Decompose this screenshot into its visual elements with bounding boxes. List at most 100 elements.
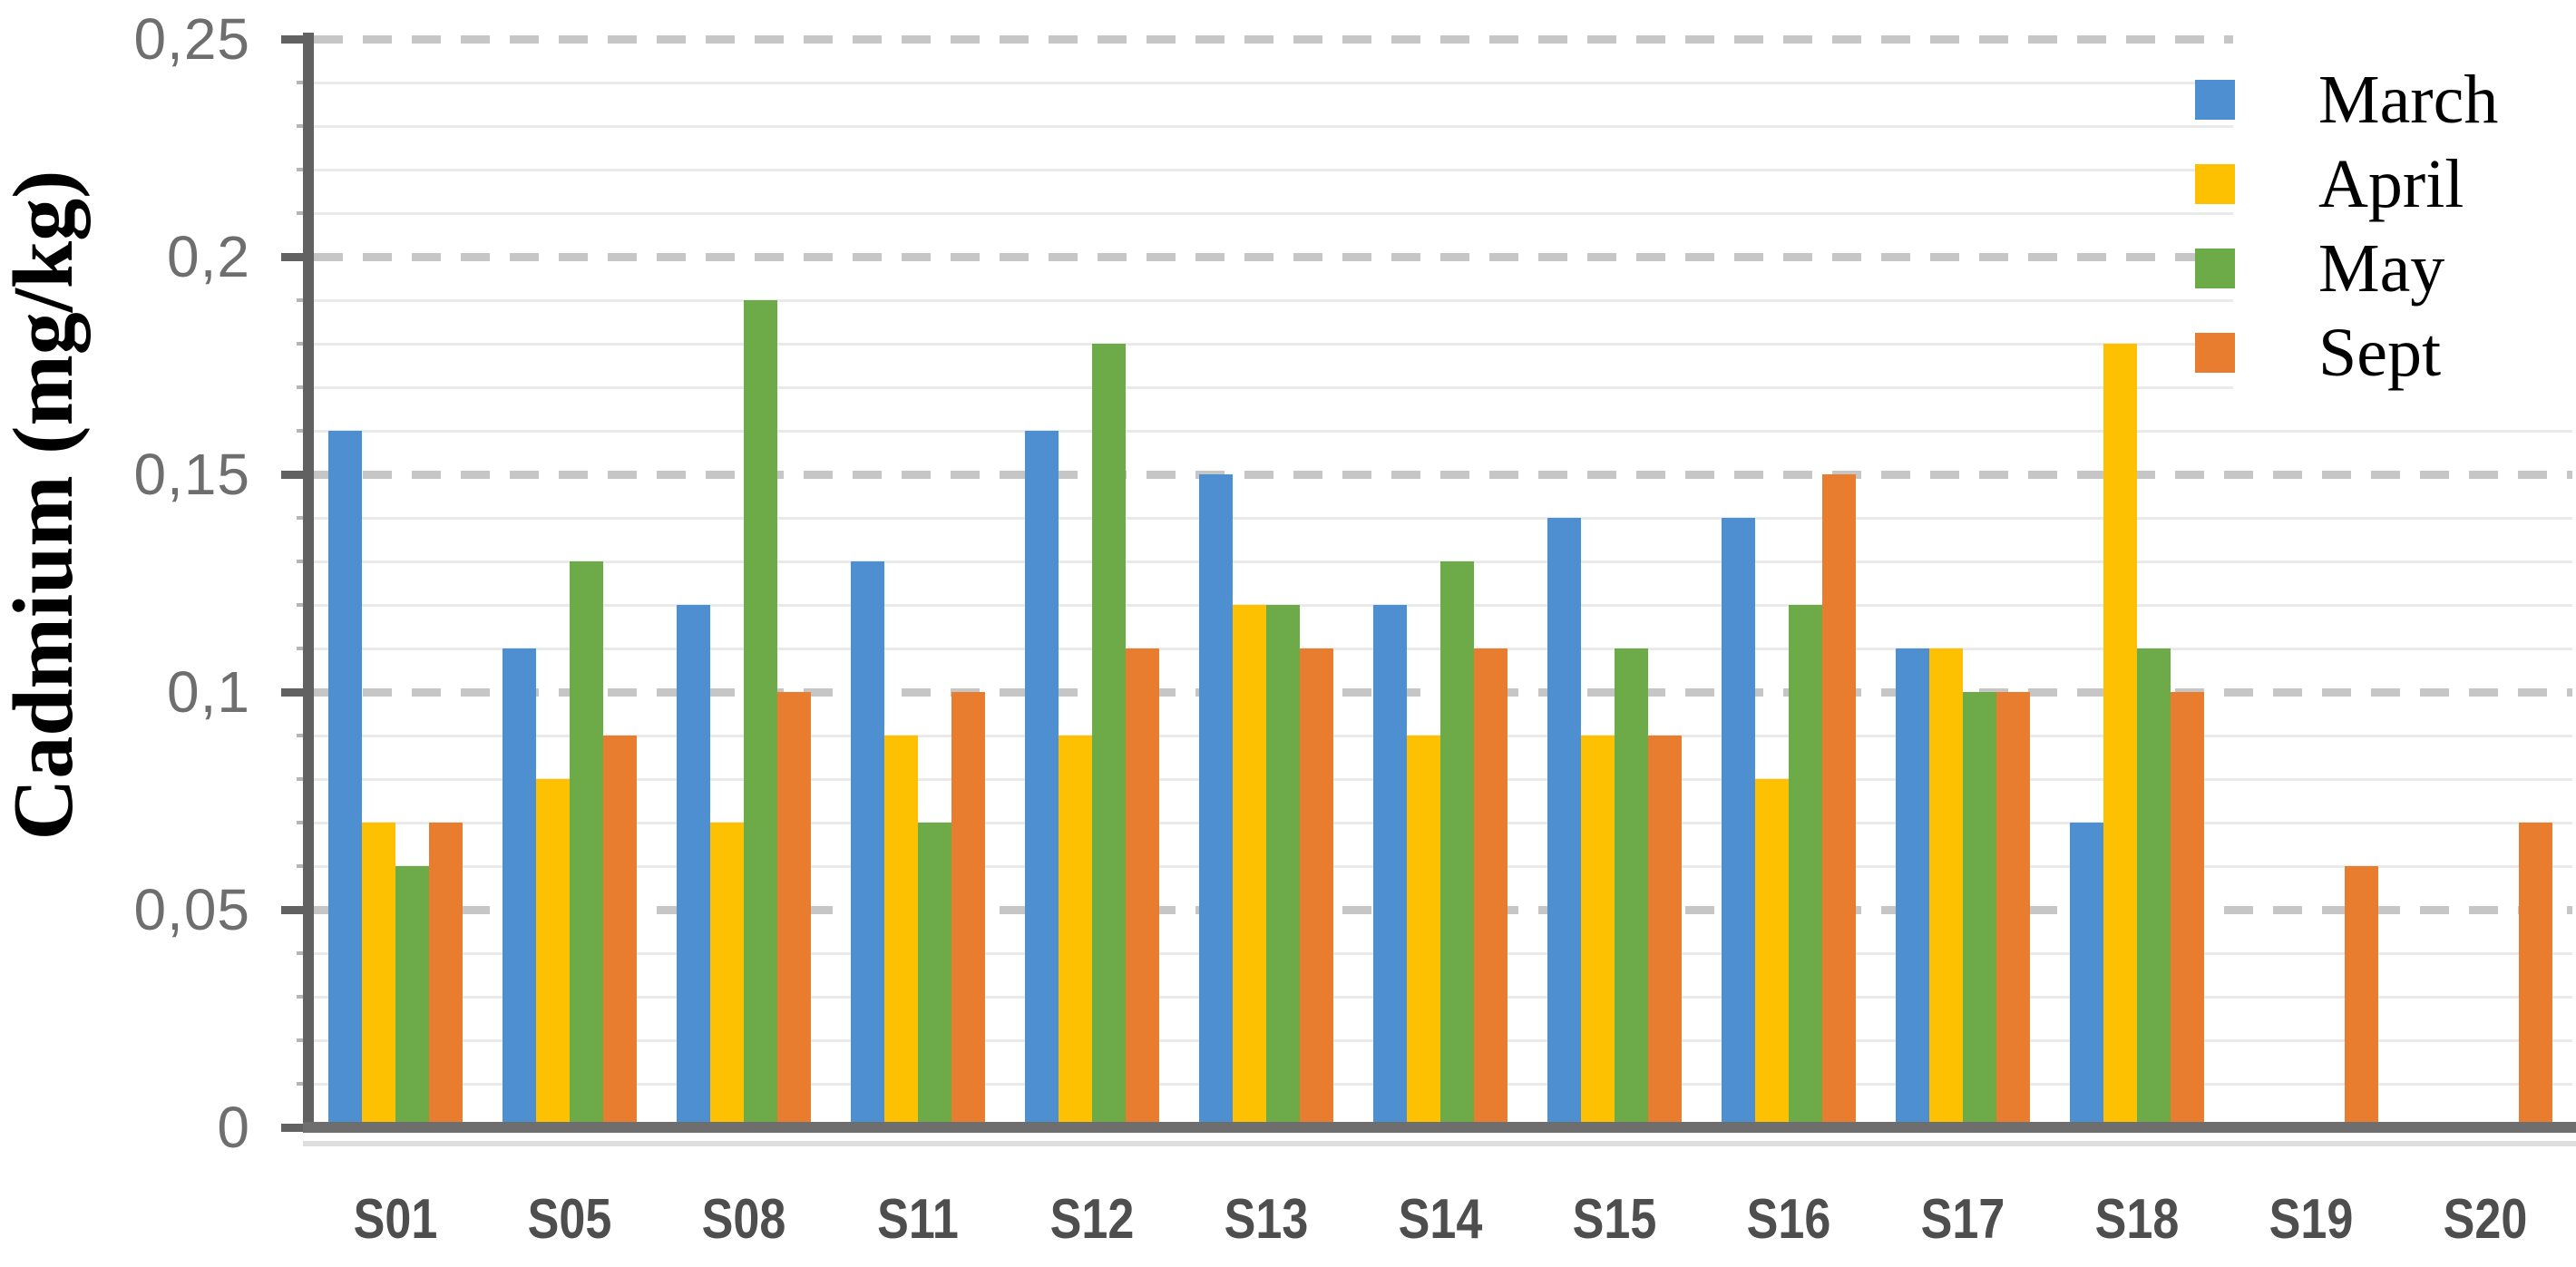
bar-sept-s12 (1126, 648, 1159, 1127)
bar-may-s05 (570, 561, 603, 1127)
bar-march-s13 (1199, 474, 1233, 1127)
bar-march-s16 (1722, 518, 1755, 1127)
bar-sept-s05 (603, 736, 637, 1127)
x-axis-shadow-line (303, 1141, 2576, 1146)
legend-item-sept: Sept (2190, 311, 2571, 395)
bar-march-s14 (1373, 605, 1407, 1127)
bar-april-s13 (1233, 605, 1266, 1127)
y-axis-major-tick (281, 1124, 314, 1132)
bar-april-s17 (1929, 648, 1963, 1127)
bar-march-s05 (503, 648, 536, 1127)
gridline-minor (314, 343, 2572, 346)
bar-april-s14 (1407, 736, 1440, 1127)
bar-sept-s18 (2171, 692, 2204, 1127)
y-axis-major-tick (281, 688, 314, 697)
gridline-minor (314, 125, 2572, 128)
bar-march-s01 (328, 431, 362, 1127)
x-axis-line (303, 1122, 2576, 1133)
bar-may-s12 (1092, 344, 1126, 1127)
bar-may-s08 (744, 300, 777, 1127)
legend-swatch-may (2195, 249, 2235, 288)
y-axis-major-tick (281, 906, 314, 914)
legend-swatch-april (2195, 164, 2235, 204)
bar-may-s13 (1266, 605, 1300, 1127)
legend-swatch-march (2195, 80, 2235, 120)
gridline-minor (314, 386, 2572, 389)
bar-sept-s15 (1648, 736, 1682, 1127)
gridline-major (314, 35, 2572, 44)
y-axis-tick-label: 0,1 (167, 659, 250, 725)
gridline-minor (314, 299, 2572, 302)
bar-march-s08 (677, 605, 710, 1127)
y-axis-line (303, 33, 314, 1133)
gridline-minor (314, 517, 2572, 520)
x-axis-category-label: S17 (1920, 1188, 2005, 1251)
bar-april-s05 (536, 779, 570, 1127)
gridline-major (314, 253, 2572, 261)
x-axis-category-label: S15 (1572, 1188, 1657, 1251)
bar-april-s12 (1059, 736, 1092, 1127)
x-axis-category-label: S14 (1398, 1188, 1483, 1251)
bar-march-s15 (1547, 518, 1581, 1127)
y-axis-major-tick (281, 35, 314, 44)
gridline-minor (314, 169, 2572, 171)
bar-march-s17 (1896, 648, 1929, 1127)
bar-sept-s08 (777, 692, 811, 1127)
gridline-minor (314, 82, 2572, 84)
x-axis-category-label: S05 (527, 1188, 612, 1251)
legend-label-may: May (2318, 230, 2445, 307)
y-axis-major-tick (281, 471, 314, 479)
x-axis-category-label: S18 (2094, 1188, 2180, 1251)
legend-label-march: March (2318, 62, 2499, 138)
x-axis-category-label: S19 (2269, 1188, 2354, 1251)
bar-march-s18 (2070, 823, 2103, 1127)
bar-sept-s17 (1996, 692, 2030, 1127)
bar-sept-s16 (1822, 474, 1856, 1127)
bar-may-s18 (2137, 648, 2171, 1127)
bar-may-s11 (918, 823, 951, 1127)
legend-item-april: April (2190, 142, 2571, 226)
gridline-minor (314, 430, 2572, 433)
gridline-major (314, 471, 2572, 479)
bar-sept-s14 (1474, 648, 1508, 1127)
bar-march-s12 (1025, 431, 1059, 1127)
legend-label-sept: Sept (2318, 315, 2442, 391)
bar-sept-s20 (2519, 823, 2552, 1127)
y-axis-title: Cadmium (mg/kg) (0, 170, 91, 841)
y-axis-tick-label: 0,15 (133, 442, 250, 507)
x-axis-category-label: S11 (877, 1188, 959, 1251)
y-axis-tick-label: 0,05 (133, 877, 250, 942)
bar-may-s16 (1789, 605, 1822, 1127)
bar-may-s14 (1440, 561, 1474, 1127)
bar-may-s01 (395, 866, 429, 1127)
legend-item-may: May (2190, 227, 2571, 310)
bar-april-s08 (710, 823, 744, 1127)
bar-sept-s13 (1300, 648, 1333, 1127)
bar-april-s18 (2103, 344, 2137, 1127)
legend-background (2233, 34, 2576, 424)
bar-sept-s01 (429, 823, 463, 1127)
bar-may-s17 (1963, 692, 1996, 1127)
bar-may-s15 (1615, 648, 1648, 1127)
x-axis-category-label: S01 (353, 1188, 438, 1251)
bar-april-s15 (1581, 736, 1615, 1127)
x-axis-category-label: S16 (1746, 1188, 1831, 1251)
legend-swatch-sept (2195, 333, 2235, 373)
y-axis-tick-label: 0 (217, 1095, 250, 1160)
legend-label-april: April (2318, 146, 2464, 222)
bar-april-s11 (884, 736, 918, 1127)
y-axis-tick-label: 0,2 (167, 224, 250, 289)
y-axis-tick-label: 0,25 (133, 6, 250, 72)
bar-march-s11 (851, 561, 884, 1127)
bar-sept-s19 (2345, 866, 2378, 1127)
x-axis-category-label: S08 (701, 1188, 786, 1251)
x-axis-category-label: S12 (1049, 1188, 1135, 1251)
legend-item-march: March (2190, 58, 2571, 141)
x-axis-category-label: S20 (2443, 1188, 2528, 1251)
bar-sept-s11 (951, 692, 985, 1127)
y-axis-major-tick (281, 253, 314, 261)
bar-april-s16 (1755, 779, 1789, 1127)
x-axis-category-label: S13 (1224, 1188, 1309, 1251)
bar-april-s01 (362, 823, 395, 1127)
